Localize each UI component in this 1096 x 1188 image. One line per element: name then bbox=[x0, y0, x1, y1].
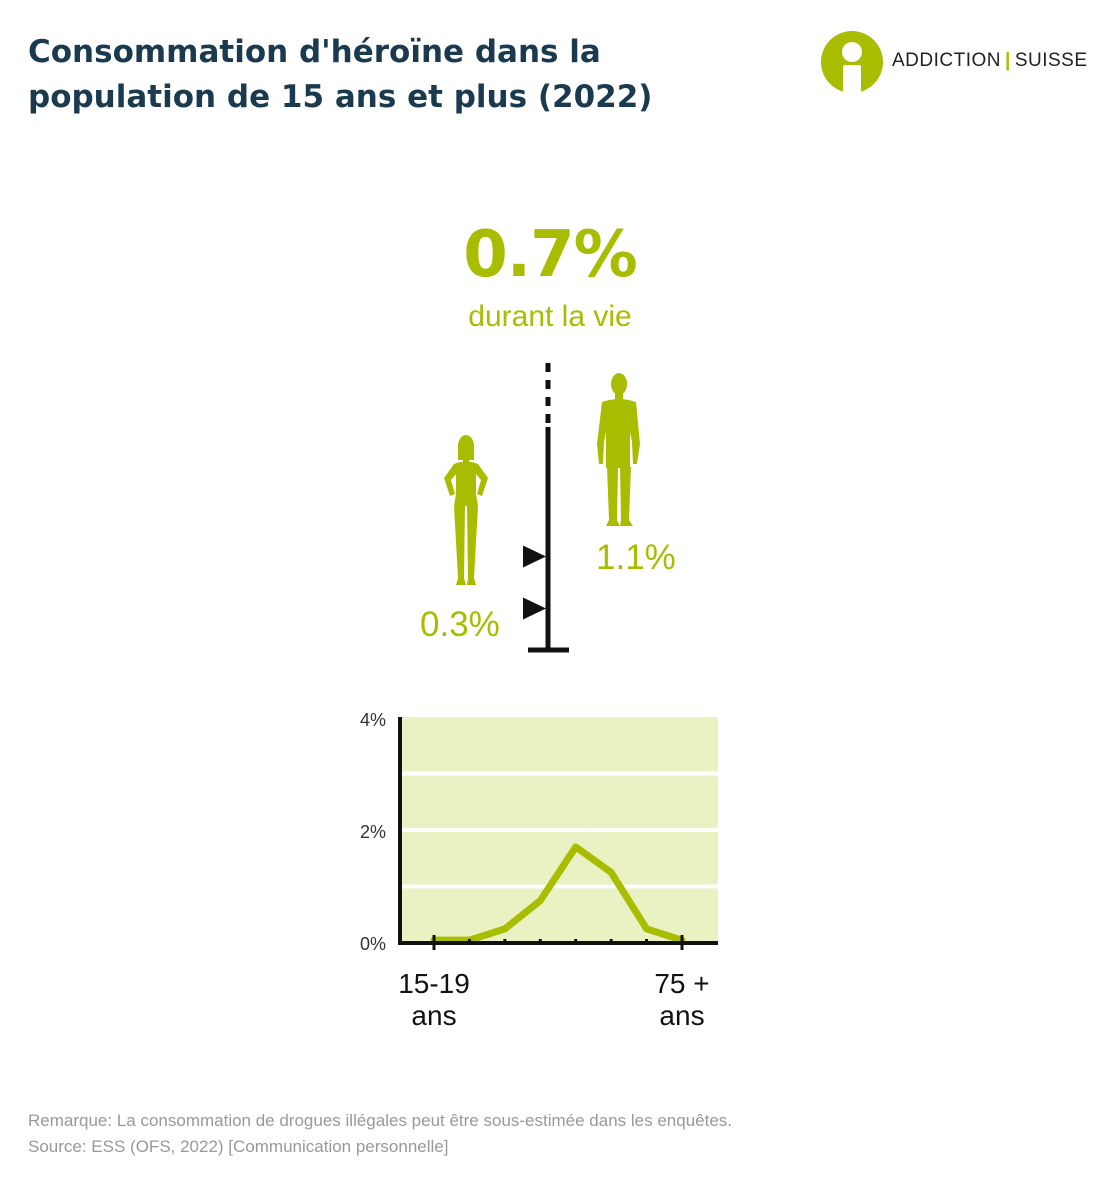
y-tick-label-2: 2% bbox=[360, 822, 387, 842]
logo-text-left: ADDICTION bbox=[892, 50, 1001, 71]
men-value-label: 1.1% bbox=[596, 538, 676, 577]
lifetime-label: durant la vie bbox=[468, 300, 632, 333]
women-marker bbox=[523, 597, 546, 620]
y-tick-label-0: 0% bbox=[360, 934, 387, 954]
logo-icon bbox=[821, 31, 883, 93]
x-category-first-unit: ans bbox=[411, 1000, 457, 1031]
men-marker bbox=[523, 545, 546, 568]
footer-source: Source: ESS (OFS, 2022) [Communication p… bbox=[28, 1137, 449, 1156]
woman-silhouette-icon bbox=[444, 435, 488, 585]
lifetime-value: 0.7% bbox=[463, 218, 638, 292]
logo-text-right: SUISSE bbox=[1014, 50, 1088, 71]
x-category-last: 75 + ans bbox=[622, 968, 742, 1032]
series-line-age bbox=[430, 843, 686, 944]
footer: Remarque: La consommation de drogues ill… bbox=[28, 1108, 732, 1160]
x-category-first: 15-19 ans bbox=[374, 968, 494, 1032]
addiction-suisse-logo: ADDICTION | SUISSE bbox=[820, 30, 1087, 94]
x-category-first-range: 15-19 bbox=[398, 968, 470, 999]
gender-scale bbox=[523, 363, 569, 653]
page-title: Consommation d'héroïne dans la populatio… bbox=[28, 34, 653, 115]
man-silhouette-icon bbox=[597, 373, 640, 526]
x-category-last-unit: ans bbox=[659, 1000, 705, 1031]
y-tick-label-4: 4% bbox=[360, 710, 387, 730]
x-category-last-range: 75 + bbox=[654, 968, 710, 999]
logo-text: ADDICTION | SUISSE bbox=[892, 50, 1088, 71]
footer-note: Remarque: La consommation de drogues ill… bbox=[28, 1111, 733, 1130]
age-line-chart bbox=[398, 717, 718, 950]
women-value-label: 0.3% bbox=[420, 605, 500, 644]
